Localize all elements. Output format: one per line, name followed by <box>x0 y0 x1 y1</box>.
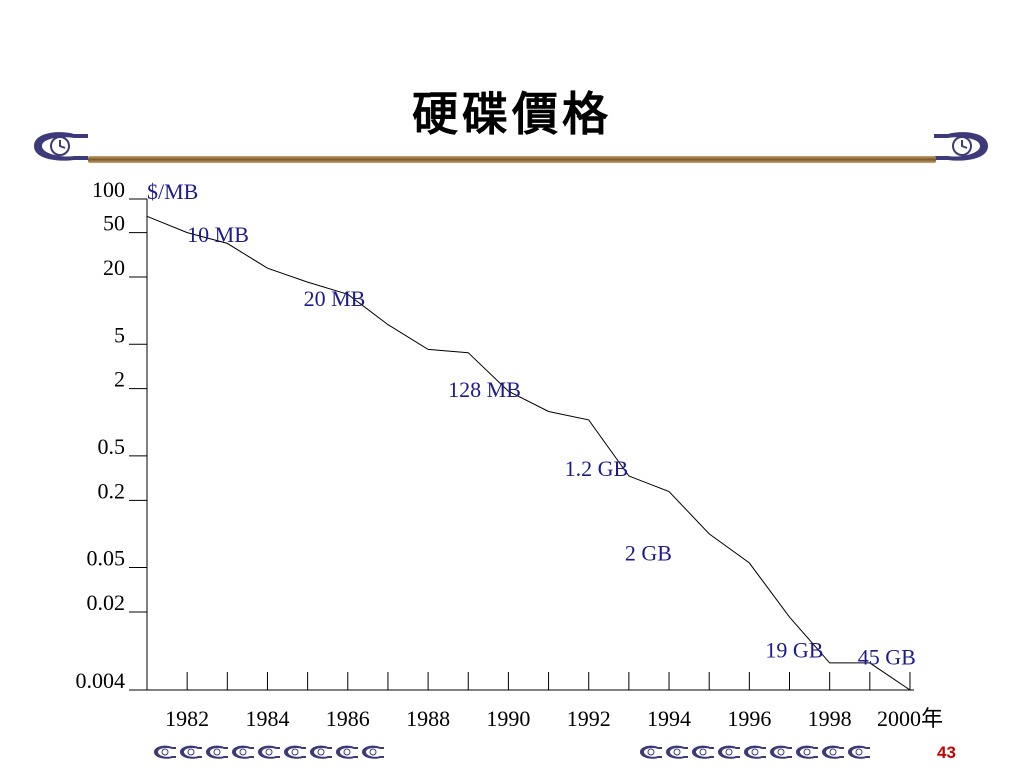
chain-link-shape <box>770 745 792 759</box>
y-tick-label: 0.05 <box>87 546 126 571</box>
left-scroll-ornament <box>34 132 88 161</box>
x-tick-label: 1982 <box>165 706 209 731</box>
capacity-annotations: 10 MB 20 MB 128 MB 1.2 GB 2 GB 19 GB 45 GB <box>187 222 916 669</box>
price-series <box>146 215 911 691</box>
chain-link-eye <box>855 748 863 756</box>
page-number: 43 <box>937 743 956 762</box>
chain-link-icon <box>258 745 280 759</box>
chain-link-eye <box>647 748 655 756</box>
x-tick-label: 1994 <box>647 706 691 731</box>
x-axis-ticks: 1982 1984 1986 1988 1990 1992 1994 1996 1998 2000… <box>165 672 943 731</box>
chain-link-icon <box>154 745 176 759</box>
x-tick-label: 1992 <box>567 706 611 731</box>
chain-link-shape <box>258 745 280 759</box>
chain-link-eye <box>265 748 273 756</box>
chain-link-eye <box>239 748 247 756</box>
chain-link-icon <box>206 745 228 759</box>
x-tick-label: 1988 <box>406 706 450 731</box>
chain-link-eye <box>751 748 759 756</box>
title-rule <box>88 156 936 163</box>
chain-link-icon <box>284 745 306 759</box>
chain-link-icon <box>232 745 254 759</box>
chain-link-shape <box>718 745 740 759</box>
y-tick-label: 0.5 <box>98 434 126 459</box>
chain-link-shape <box>796 745 818 759</box>
chain-link-icon <box>362 745 384 759</box>
chain-link-shape <box>822 745 844 759</box>
y-tick-label: 0.02 <box>87 590 126 615</box>
chain-link-shape <box>666 745 688 759</box>
y-axis-unit-label: $/MB <box>147 179 198 204</box>
x-tick-label: 1984 <box>245 706 289 731</box>
chain-link-icon <box>692 745 714 759</box>
chain-link-eye <box>803 748 811 756</box>
price-line <box>146 215 911 691</box>
footer-ornament-left <box>154 745 384 759</box>
capacity-label: 2 GB <box>625 540 672 565</box>
chain-link-shape <box>640 745 662 759</box>
chain-link-icon <box>796 745 818 759</box>
chain-link-icon <box>640 745 662 759</box>
chain-link-icon <box>848 745 870 759</box>
capacity-label: 128 MB <box>448 377 521 402</box>
chain-link-icon <box>770 745 792 759</box>
chain-link-eye <box>369 748 377 756</box>
right-scroll-ornament <box>934 132 988 161</box>
chain-link-shape <box>284 745 306 759</box>
chain-link-icon <box>180 745 202 759</box>
chain-link-shape <box>744 745 766 759</box>
capacity-label: 10 MB <box>187 222 249 247</box>
chain-link-shape <box>336 745 358 759</box>
chain-link-icon <box>310 745 332 759</box>
y-tick-label: 5 <box>114 322 125 347</box>
x-tick-label: 1986 <box>326 706 370 731</box>
chain-link-eye <box>343 748 351 756</box>
chain-link-shape <box>310 745 332 759</box>
chain-link-eye <box>777 748 785 756</box>
chain-link-shape <box>848 745 870 759</box>
chain-link-eye <box>317 748 325 756</box>
capacity-label: 45 GB <box>858 644 916 669</box>
chain-link-icon <box>718 745 740 759</box>
y-tick-label: 0.004 <box>76 668 126 693</box>
x-tick-label: 2000年 <box>877 706 943 731</box>
chain-link-icon <box>822 745 844 759</box>
chain-link-shape <box>362 745 384 759</box>
y-tick-label: 50 <box>103 211 125 236</box>
chain-link-shape <box>154 745 176 759</box>
y-tick-label: 0.2 <box>98 478 126 503</box>
y-tick-label: 100 <box>92 177 125 202</box>
x-tick-label: 1998 <box>808 706 852 731</box>
chart-axes <box>146 199 914 691</box>
chain-link-eye <box>699 748 707 756</box>
slide-title: 硬碟價格 <box>412 87 612 141</box>
chain-link-icon <box>744 745 766 759</box>
chain-link-eye <box>725 748 733 756</box>
chain-link-shape <box>206 745 228 759</box>
y-tick-label: 2 <box>114 367 125 392</box>
capacity-label: 19 GB <box>765 638 823 663</box>
footer-ornament-right <box>640 745 870 759</box>
chain-link-eye <box>187 748 195 756</box>
chain-link-eye <box>213 748 221 756</box>
chain-link-eye <box>161 748 169 756</box>
chain-link-eye <box>291 748 299 756</box>
y-tick-label: 20 <box>103 255 125 280</box>
chain-link-icon <box>336 745 358 759</box>
chain-link-eye <box>829 748 837 756</box>
chain-link-shape <box>180 745 202 759</box>
chain-link-shape <box>232 745 254 759</box>
capacity-label: 20 MB <box>304 286 366 311</box>
chain-link-eye <box>673 748 681 756</box>
x-tick-label: 1990 <box>486 706 530 731</box>
capacity-label: 1.2 GB <box>565 456 629 481</box>
chain-link-icon <box>666 745 688 759</box>
y-axis-ticks: 100 50 20 5 2 0.5 0.2 0.05 0.02 0.004 <box>76 177 147 693</box>
x-tick-label: 1996 <box>727 706 771 731</box>
chain-link-shape <box>692 745 714 759</box>
